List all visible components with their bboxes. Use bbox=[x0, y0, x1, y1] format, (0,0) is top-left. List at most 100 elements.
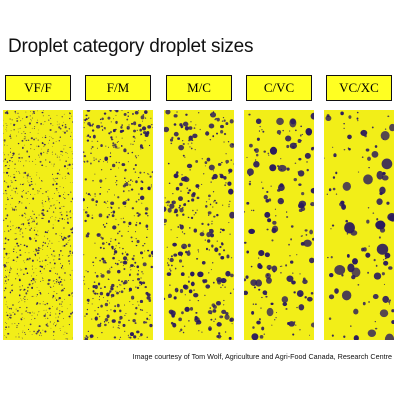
droplet-spot bbox=[58, 299, 60, 301]
droplet-spot bbox=[6, 262, 8, 264]
droplet-spot bbox=[136, 129, 138, 131]
droplet-spot bbox=[176, 171, 179, 174]
droplet-spot bbox=[130, 334, 133, 336]
droplet-spot bbox=[112, 225, 117, 230]
droplet-spot bbox=[100, 304, 103, 308]
droplet-spot bbox=[110, 121, 112, 123]
droplet-spot bbox=[33, 112, 35, 114]
droplet-spot bbox=[220, 124, 224, 129]
droplet-spot bbox=[286, 144, 290, 149]
droplet-spot bbox=[111, 283, 115, 288]
droplet-spot bbox=[15, 112, 17, 114]
droplet-spot bbox=[89, 334, 94, 338]
droplet-spot bbox=[65, 144, 66, 146]
droplet-spot bbox=[365, 252, 371, 258]
droplet-spot bbox=[194, 212, 197, 214]
droplet-spot bbox=[37, 139, 39, 141]
droplet-spot bbox=[297, 170, 305, 177]
droplet-spot bbox=[258, 288, 261, 291]
droplet-spot bbox=[8, 326, 10, 328]
droplet-spot bbox=[164, 197, 166, 199]
droplet-spot bbox=[63, 165, 67, 168]
droplet-spot bbox=[246, 201, 250, 205]
droplet-spot bbox=[31, 259, 34, 262]
droplet-spot bbox=[366, 219, 370, 224]
droplet-spot bbox=[25, 160, 27, 162]
droplet-spot bbox=[96, 140, 99, 142]
droplet-spot bbox=[18, 157, 21, 159]
droplet-spot bbox=[263, 194, 268, 200]
droplet-spot bbox=[115, 120, 118, 124]
droplet-spot bbox=[117, 147, 119, 149]
droplet-spot bbox=[115, 184, 118, 186]
droplet-spot bbox=[47, 150, 49, 152]
droplet-spot bbox=[199, 232, 205, 237]
droplet-spot bbox=[58, 297, 61, 300]
droplet-spot bbox=[115, 245, 117, 247]
droplet-spot bbox=[251, 333, 259, 340]
droplet-spot bbox=[37, 110, 38, 112]
droplet-spot bbox=[124, 314, 126, 316]
droplet-spot bbox=[15, 187, 18, 190]
droplet-spot bbox=[94, 193, 96, 195]
droplet-spot bbox=[19, 183, 21, 185]
droplet-spot bbox=[34, 254, 37, 257]
droplet-spot bbox=[47, 317, 49, 319]
droplet-spot bbox=[144, 212, 148, 215]
droplet-spot bbox=[39, 303, 41, 305]
droplet-spot bbox=[106, 314, 110, 319]
droplet-spot bbox=[140, 115, 145, 120]
droplet-spot bbox=[48, 142, 49, 144]
droplet-spot bbox=[149, 323, 153, 328]
droplet-spot bbox=[344, 222, 355, 234]
droplet-spot bbox=[357, 284, 360, 286]
droplet-spot bbox=[179, 289, 184, 294]
droplet-spot bbox=[59, 212, 61, 214]
droplet-spot bbox=[53, 280, 55, 282]
droplet-spot bbox=[69, 211, 71, 213]
droplet-spot bbox=[23, 244, 26, 247]
droplet-spot bbox=[69, 239, 71, 241]
droplet-spot bbox=[62, 155, 63, 156]
droplet-spot bbox=[93, 265, 95, 267]
droplet-spot bbox=[37, 247, 40, 249]
droplet-spot bbox=[53, 179, 55, 181]
droplet-spot bbox=[211, 244, 214, 248]
droplet-spot bbox=[56, 323, 57, 325]
droplet-spot bbox=[31, 220, 33, 222]
droplet-spot bbox=[54, 219, 56, 221]
droplet-spot bbox=[205, 204, 208, 208]
droplet-spot bbox=[122, 184, 126, 188]
droplet-spot bbox=[299, 273, 301, 275]
droplet-spot bbox=[37, 119, 39, 121]
droplet-spot bbox=[3, 160, 5, 162]
droplet-spot bbox=[209, 228, 211, 231]
droplet-spot bbox=[282, 129, 284, 132]
droplet-spot bbox=[248, 228, 256, 234]
droplet-spot bbox=[89, 194, 91, 196]
droplet-spot bbox=[55, 278, 58, 280]
droplet-spot bbox=[276, 188, 281, 192]
droplet-spot bbox=[53, 267, 55, 269]
droplet-spot bbox=[30, 137, 33, 140]
droplet-spot bbox=[286, 275, 294, 283]
droplet-spot bbox=[99, 186, 102, 189]
droplet-spot bbox=[49, 286, 51, 287]
droplet-spot bbox=[47, 190, 49, 192]
droplet-spot bbox=[100, 274, 105, 278]
droplet-spot bbox=[5, 182, 7, 183]
droplet-spot bbox=[86, 135, 88, 137]
droplet-spot bbox=[137, 123, 142, 128]
droplet-spot bbox=[107, 216, 109, 218]
droplet-spot bbox=[132, 318, 136, 323]
droplet-spot bbox=[229, 317, 234, 322]
droplet-spot bbox=[110, 266, 113, 269]
droplet-spot bbox=[169, 268, 171, 270]
droplet-spot bbox=[379, 192, 383, 196]
droplet-spot bbox=[177, 137, 181, 140]
droplet-spot bbox=[59, 217, 61, 219]
droplet-spot bbox=[61, 233, 62, 234]
droplet-spot bbox=[40, 280, 42, 282]
droplet-spot bbox=[224, 184, 226, 187]
droplet-spot bbox=[9, 135, 12, 138]
